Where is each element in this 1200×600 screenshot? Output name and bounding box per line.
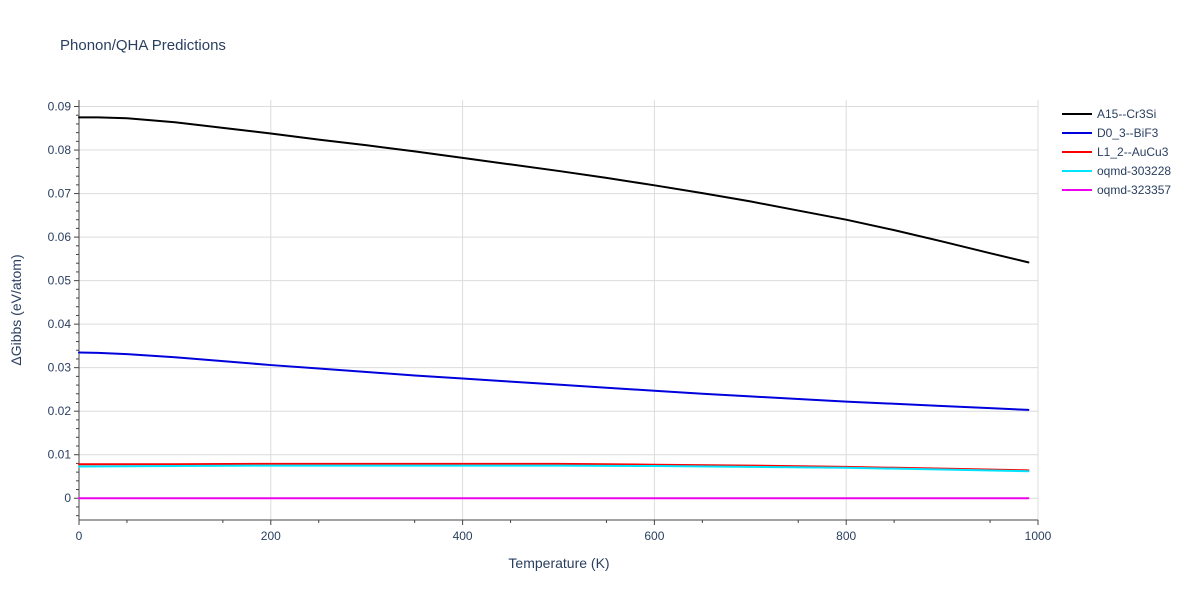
y-tick-label: 0.05 (48, 274, 72, 288)
y-axis-title: ΔGibbs (eV/atom) (8, 254, 24, 365)
legend-item[interactable]: L1_2--AuCu3 (1062, 145, 1169, 159)
series-line-d0-3-bif3[interactable] (78, 351, 1030, 411)
x-tick-label: 0 (76, 529, 83, 543)
legend-label: oqmd-303228 (1097, 164, 1171, 178)
y-tick-label: 0.04 (48, 317, 72, 331)
x-tick-label: 600 (644, 529, 664, 543)
legend[interactable]: A15--Cr3Si D0_3--BiF3 L1_2--AuCu3 oqmd-3032… (1062, 107, 1171, 197)
series-line-oqmd-303228[interactable] (78, 464, 1030, 473)
legend-item[interactable]: A15--Cr3Si (1062, 107, 1156, 121)
series-line-a15-cr3si[interactable] (78, 116, 1030, 264)
legend-label: L1_2--AuCu3 (1097, 145, 1169, 159)
y-tick-label: 0.07 (48, 187, 72, 201)
x-tick-label: 800 (836, 529, 856, 543)
legend-item[interactable]: oqmd-323357 (1062, 183, 1171, 197)
legend-label: A15--Cr3Si (1097, 107, 1156, 121)
grid-lines (79, 100, 1039, 520)
y-tick-label: 0.01 (48, 448, 72, 462)
legend-item[interactable]: D0_3--BiF3 (1062, 126, 1159, 140)
y-tick-label: 0.09 (48, 100, 72, 114)
y-tick-label: 0 (64, 491, 71, 505)
y-tick-label: 0.02 (48, 404, 72, 418)
legend-label: D0_3--BiF3 (1097, 126, 1159, 140)
x-tick-label: 200 (261, 529, 281, 543)
y-tick-label: 0.08 (48, 143, 72, 157)
plot-series (78, 116, 1030, 500)
axes: 0 200 400 600 800 1000 0 0.01 0.02 0.03 0.04 0.05 0.… (48, 100, 1052, 543)
legend-item[interactable]: oqmd-303228 (1062, 164, 1171, 178)
x-axis-title: Temperature (K) (508, 555, 609, 571)
legend-label: oqmd-323357 (1097, 183, 1171, 197)
y-tick-label: 0.03 (48, 361, 72, 375)
y-tick-label: 0.06 (48, 230, 72, 244)
chart-title: Phonon/QHA Predictions (60, 37, 226, 54)
x-tick-label: 1000 (1025, 529, 1052, 543)
x-tick-label: 400 (453, 529, 473, 543)
